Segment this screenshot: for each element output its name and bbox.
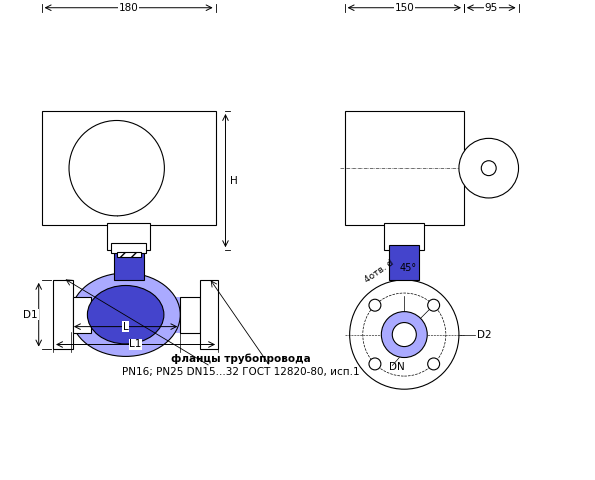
Bar: [384, 223, 424, 250]
Text: 95: 95: [484, 3, 498, 13]
Text: L: L: [123, 322, 129, 332]
Text: PN16; PN25 DN15...32 ГОСТ 12820-80, исп.1: PN16; PN25 DN15...32 ГОСТ 12820-80, исп.…: [121, 367, 359, 377]
Bar: [53, 280, 73, 349]
Text: 180: 180: [119, 3, 139, 13]
Circle shape: [369, 358, 381, 370]
Circle shape: [69, 120, 164, 216]
Circle shape: [381, 312, 427, 358]
Bar: [158, 297, 180, 333]
Circle shape: [428, 299, 440, 311]
Circle shape: [392, 323, 416, 347]
Bar: [107, 223, 151, 250]
Circle shape: [369, 299, 381, 311]
Text: L1: L1: [129, 339, 142, 349]
Circle shape: [428, 358, 440, 370]
Text: H: H: [230, 176, 237, 186]
Circle shape: [350, 280, 459, 389]
Bar: [345, 111, 464, 225]
Text: фланцы трубопровода: фланцы трубопровода: [171, 354, 310, 364]
Bar: [111, 243, 146, 253]
Circle shape: [481, 161, 496, 176]
Bar: [180, 297, 200, 333]
Circle shape: [459, 138, 518, 198]
Text: 45°: 45°: [399, 263, 416, 273]
Bar: [73, 297, 91, 333]
Bar: [200, 280, 218, 349]
Text: 4отв. d: 4отв. d: [363, 259, 396, 285]
Bar: [389, 245, 419, 280]
Text: D1: D1: [23, 310, 38, 320]
Text: DN: DN: [389, 362, 405, 372]
Text: D2: D2: [477, 330, 491, 339]
Bar: [117, 252, 140, 257]
Ellipse shape: [87, 286, 164, 344]
Ellipse shape: [71, 273, 180, 357]
Bar: [114, 245, 143, 280]
Text: 150: 150: [394, 3, 414, 13]
Bar: [42, 111, 215, 225]
Bar: [73, 297, 93, 333]
